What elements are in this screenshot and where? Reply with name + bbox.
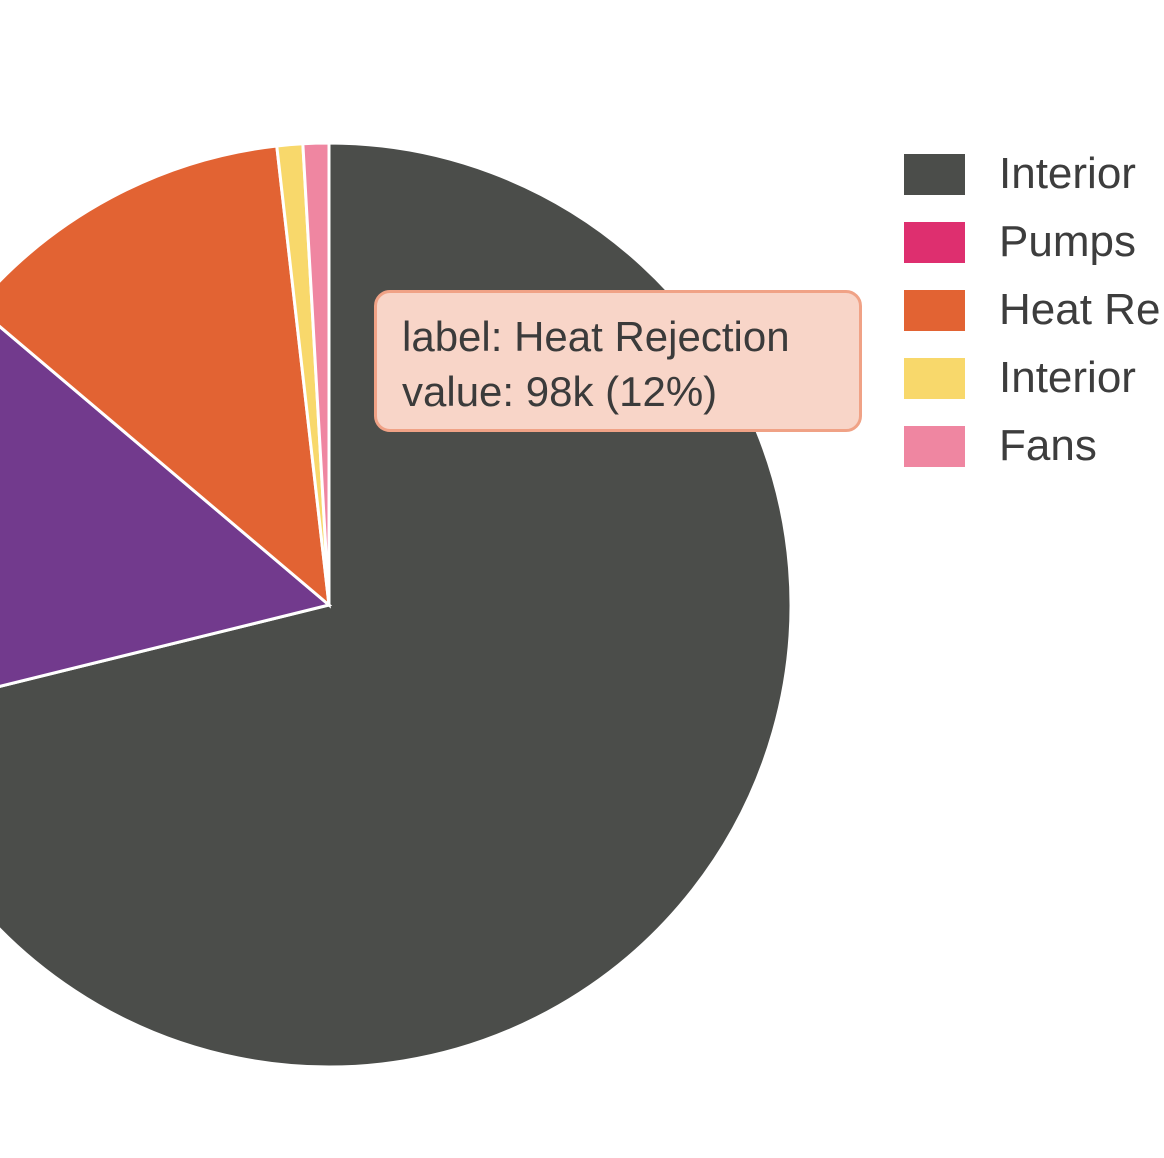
pie-slice-pumps[interactable]	[0, 307, 333, 716]
pie-slice-heat-rejection[interactable]	[0, 144, 331, 609]
legend-label: Interior	[999, 353, 1136, 402]
legend-label: Fans	[999, 421, 1097, 470]
legend-swatch	[904, 289, 965, 331]
tooltip-label-line: label: Heat Rejection	[402, 309, 859, 364]
tooltip-value-line: value: 98k (12%)	[402, 364, 859, 419]
chart-tooltip: label: Heat Rejection value: 98k (12%)	[374, 290, 862, 432]
tooltip-value-prefix: value:	[402, 368, 515, 415]
legend-item[interactable]: Interior	[904, 140, 1164, 208]
legend: Interior Pumps Heat Re Interior Fans	[904, 140, 1164, 480]
legend-label: Interior	[999, 149, 1136, 198]
tooltip-value-value: 98k (12%)	[525, 368, 718, 415]
legend-item[interactable]: Heat Re	[904, 276, 1164, 344]
tooltip-label-prefix: label:	[402, 313, 503, 360]
legend-item[interactable]: Pumps	[904, 208, 1164, 276]
legend-label: Pumps	[999, 217, 1136, 266]
legend-item[interactable]: Fans	[904, 412, 1164, 480]
legend-swatch	[904, 221, 965, 263]
pie-slice-fans[interactable]	[301, 141, 331, 606]
legend-swatch	[904, 153, 965, 195]
legend-label: Heat Re	[999, 285, 1161, 334]
tooltip-label-value: Heat Rejection	[514, 313, 790, 360]
legend-swatch	[904, 357, 965, 399]
legend-item[interactable]: Interior	[904, 344, 1164, 412]
legend-swatch	[904, 425, 965, 467]
